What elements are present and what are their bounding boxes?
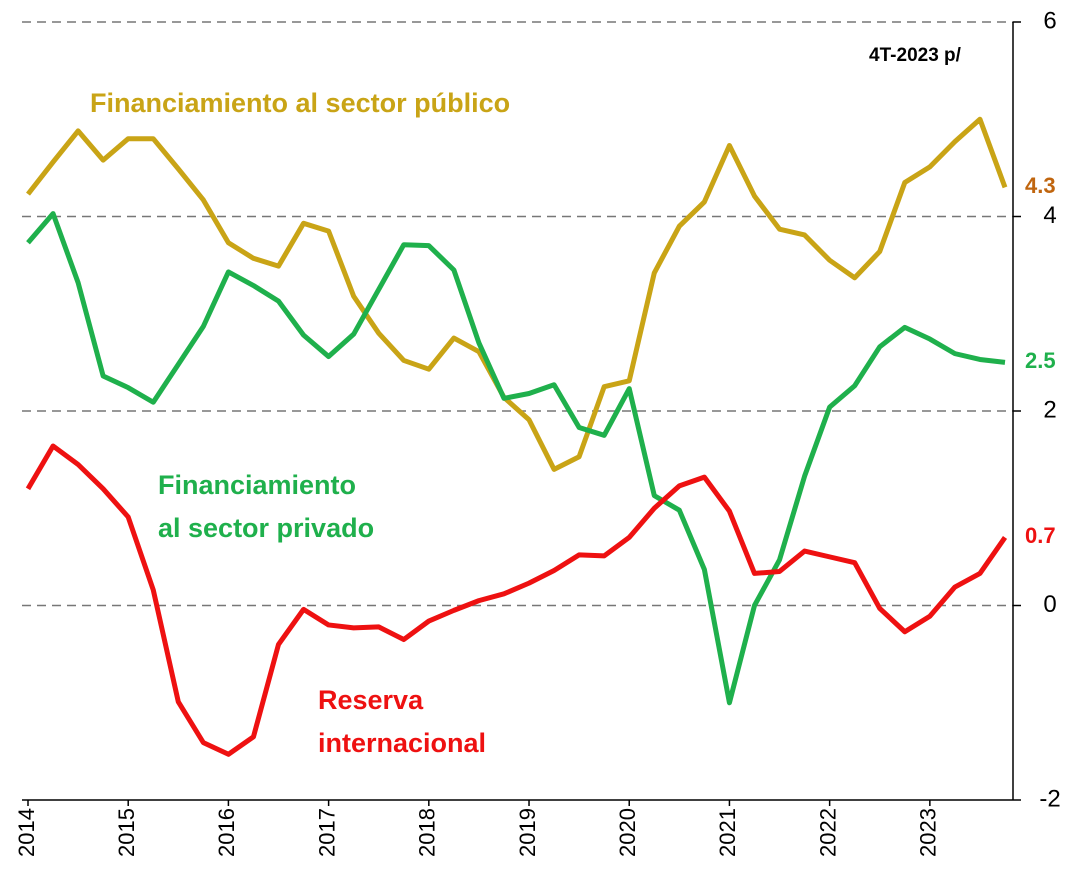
series-label: Reserva (318, 685, 424, 715)
x-tick-label: 2019 (515, 808, 540, 857)
chart-subtitle: 4T-2023 p/ (869, 45, 962, 66)
x-tick-label: 2018 (415, 808, 440, 857)
y-tick-label: -2 (1039, 785, 1060, 812)
x-tick-label: 2014 (14, 808, 39, 857)
series-label: internacional (318, 728, 486, 758)
series-label: Financiamiento (158, 470, 356, 500)
value-label: 2.5 (1025, 348, 1056, 373)
x-tick-label: 2016 (214, 808, 239, 857)
series-line (25, 443, 1008, 757)
x-tick-label: 2022 (815, 808, 840, 857)
x-tick-label: 2021 (715, 808, 740, 857)
series-label: Financiamiento al sector público (90, 88, 510, 118)
x-tick-label: 2017 (314, 808, 339, 857)
x-tick-label: 2015 (114, 808, 139, 857)
value-label: 0.7 (1025, 523, 1056, 548)
x-tick-label: 2023 (916, 808, 941, 857)
y-tick-label: 2 (1043, 396, 1056, 423)
x-tick-label: 2020 (615, 808, 640, 857)
series-line (26, 116, 1008, 472)
series-line (26, 211, 1006, 706)
y-tick-label: 4 (1043, 202, 1056, 229)
series-label: al sector privado (158, 513, 374, 543)
y-tick-label: 6 (1043, 7, 1056, 34)
value-label: 4.3 (1025, 173, 1056, 198)
y-tick-label: 0 (1043, 591, 1056, 618)
